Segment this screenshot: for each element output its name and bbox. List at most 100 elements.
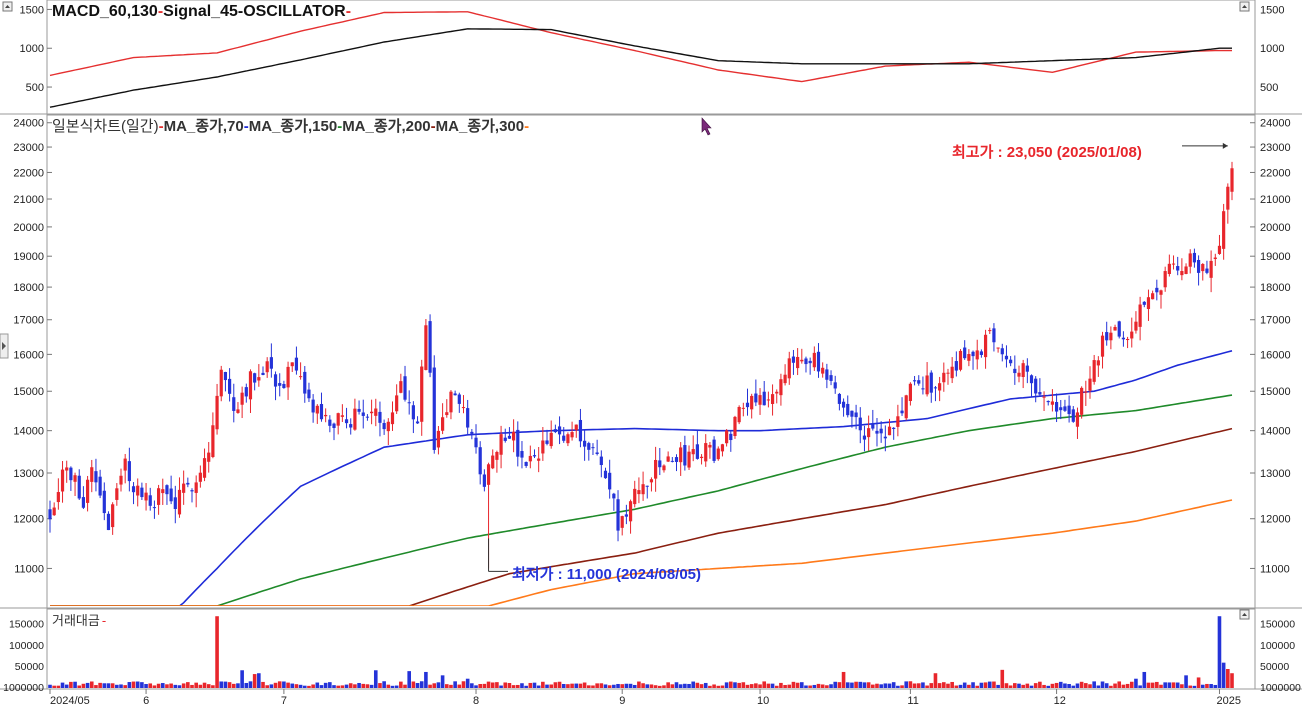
candle: [779, 373, 783, 406]
candle: [340, 404, 344, 423]
volume-bar: [140, 682, 144, 688]
price-y-tick-left: 23000: [13, 142, 44, 154]
volume-bar: [257, 673, 261, 688]
candle: [1059, 399, 1063, 420]
candle: [1009, 356, 1013, 367]
volume-bar: [933, 673, 938, 688]
candle: [958, 349, 963, 372]
volume-bar: [131, 681, 136, 688]
candle: [299, 362, 303, 380]
volume-bar: [670, 684, 675, 688]
expand-arrow-icon[interactable]: [0, 333, 9, 359]
volume-bar: [373, 670, 378, 688]
candle: [938, 376, 942, 402]
macd-title: MACD_60,130-Signal_45-OSCILLATOR-: [52, 3, 351, 20]
candle: [390, 401, 395, 431]
volume-bar: [181, 683, 186, 688]
candle: [148, 487, 152, 511]
volume-bar: [265, 685, 269, 688]
volume-bar: [1226, 669, 1230, 688]
low-annotation: 최저가 : 11,000 (2024/08/05): [488, 538, 701, 583]
volume-bar: [152, 685, 157, 688]
candle: [1054, 393, 1059, 423]
candle: [758, 388, 762, 415]
volume-bar: [520, 683, 524, 688]
volume-bar: [169, 683, 173, 688]
volume-bar: [123, 685, 127, 688]
candle: [315, 404, 319, 424]
volume-bar: [549, 684, 554, 688]
candle: [207, 442, 211, 473]
volume-bar: [703, 682, 708, 688]
candle: [645, 485, 649, 499]
volume-bar: [227, 682, 232, 688]
candle: [912, 375, 917, 386]
volume-bar: [194, 682, 198, 688]
candle: [81, 486, 86, 509]
volume-bar: [532, 682, 537, 688]
candle: [1034, 376, 1038, 403]
volume-bar: [1017, 683, 1021, 688]
volume-bar: [1213, 684, 1218, 688]
candle: [858, 407, 862, 444]
ma200-line: [50, 427, 1233, 606]
volume-bar: [787, 684, 792, 688]
volume-bar: [449, 684, 453, 688]
candle: [683, 435, 687, 471]
volume-bar: [432, 683, 437, 688]
candle: [729, 430, 733, 452]
volume-bar: [94, 685, 98, 688]
volume-bar: [653, 685, 658, 688]
price-y-tick-left: 19000: [13, 251, 44, 263]
candle: [244, 383, 248, 403]
volume-bar: [424, 671, 428, 688]
candle: [232, 383, 236, 423]
volume-bar: [298, 684, 303, 688]
volume-bar: [875, 683, 879, 688]
signal-line: [49, 28, 1232, 108]
candle: [883, 425, 887, 452]
candle: [950, 357, 954, 384]
maximize-icon[interactable]: [1239, 1, 1250, 12]
volume-bar: [1217, 616, 1222, 688]
volume-bar: [465, 678, 470, 688]
candle: [658, 447, 662, 476]
volume-bar: [382, 681, 386, 688]
volume-bar: [1050, 683, 1055, 688]
volume-bar: [515, 684, 520, 688]
candle: [211, 412, 215, 459]
volume-bar: [503, 682, 508, 688]
volume-bar: [1163, 682, 1167, 688]
candle: [349, 418, 353, 435]
candle: [253, 372, 257, 391]
maximize-icon[interactable]: [1239, 609, 1250, 620]
volume-bar: [1000, 669, 1005, 688]
candle: [1155, 279, 1159, 301]
volume-bar: [248, 681, 253, 688]
candle: [904, 394, 908, 421]
volume-bar: [486, 681, 491, 688]
volume-bar: [762, 681, 767, 688]
candle: [1042, 391, 1046, 411]
candle: [357, 400, 361, 415]
x-axis-label: 11: [907, 695, 918, 707]
candle: [445, 399, 449, 418]
volume-bar: [582, 682, 587, 688]
macd-title-sep-2: -: [238, 3, 243, 20]
price-title-part-5: MA_종가,300: [436, 118, 524, 135]
candle: [841, 398, 846, 417]
candle: [282, 380, 286, 389]
macd-title-part-2: Signal_45: [163, 3, 238, 20]
candle: [240, 386, 244, 419]
volume-bar: [879, 684, 883, 688]
volume-y-tick-left: 50000: [15, 661, 44, 673]
candle: [1146, 289, 1151, 321]
candle: [1230, 161, 1234, 201]
candle: [257, 364, 261, 387]
volume-bar: [791, 681, 796, 688]
maximize-icon[interactable]: [2, 1, 13, 12]
price-y-tick-left: 22000: [13, 167, 44, 179]
candle: [248, 369, 253, 413]
volume-bar: [896, 685, 900, 688]
